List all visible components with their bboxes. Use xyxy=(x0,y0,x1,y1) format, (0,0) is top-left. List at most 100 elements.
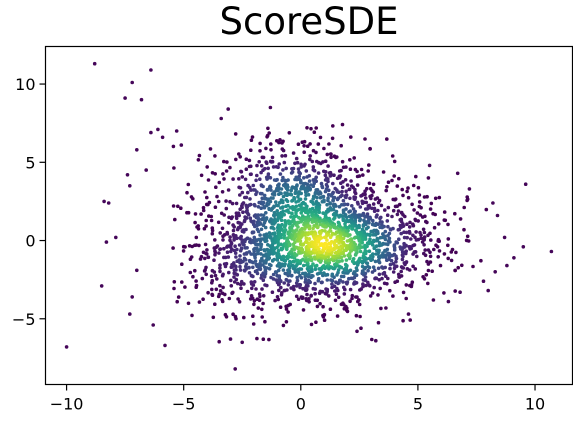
scatter-point xyxy=(308,154,313,158)
scatter-point xyxy=(333,289,337,293)
scatter-point xyxy=(252,219,256,224)
scatter-point xyxy=(171,204,176,208)
scatter-point xyxy=(227,296,232,301)
scatter-point xyxy=(249,172,253,176)
scatter-point xyxy=(231,177,235,181)
scatter-point xyxy=(229,284,234,288)
scatter-point xyxy=(210,292,214,297)
scatter-point xyxy=(218,269,222,274)
scatter-point xyxy=(329,208,334,212)
scatter-point xyxy=(256,205,261,209)
scatter-point xyxy=(251,183,256,188)
outlier-point xyxy=(491,201,495,205)
scatter-point xyxy=(299,165,304,169)
outlier-point xyxy=(467,187,472,191)
scatter-point xyxy=(191,197,195,201)
scatter-point xyxy=(280,154,284,158)
scatter-point xyxy=(224,206,229,211)
scatter-point xyxy=(226,221,231,225)
scatter-point xyxy=(273,298,277,303)
scatter-point xyxy=(479,258,483,263)
scatter-point xyxy=(354,295,358,299)
scatter-point xyxy=(380,276,384,281)
scatter-point xyxy=(237,152,241,156)
scatter-point xyxy=(287,210,291,215)
scatter-point xyxy=(438,263,443,268)
scatter-point xyxy=(236,297,240,301)
scatter-point xyxy=(324,287,328,291)
scatter-point xyxy=(371,182,376,187)
scatter-point xyxy=(352,236,357,240)
scatter-point xyxy=(323,225,327,229)
scatter-point xyxy=(214,185,218,189)
scatter-point xyxy=(180,280,184,284)
scatter-point xyxy=(240,205,244,210)
scatter-point xyxy=(336,268,341,272)
scatter-point xyxy=(353,280,357,284)
scatter-point xyxy=(213,252,217,257)
scatter-point xyxy=(373,276,378,280)
scatter-point xyxy=(186,182,191,187)
scatter-point xyxy=(255,190,259,194)
scatter-point xyxy=(278,305,283,310)
scatter-point xyxy=(332,217,336,221)
scatter-point xyxy=(379,306,383,311)
scatter-point xyxy=(232,261,236,265)
scatter-point xyxy=(337,215,341,219)
scatter-point xyxy=(408,283,412,288)
scatter-point xyxy=(328,202,333,206)
scatter-point xyxy=(238,186,243,190)
scatter-point xyxy=(363,196,368,200)
scatter-point xyxy=(210,287,214,292)
scatter-point xyxy=(252,280,257,284)
scatter-point xyxy=(375,248,379,253)
outlier-point xyxy=(505,263,509,268)
scatter-point xyxy=(250,286,254,291)
scatter-point xyxy=(371,233,376,237)
scatter-point xyxy=(404,296,409,301)
scatter-point xyxy=(401,290,406,295)
scatter-point xyxy=(214,287,219,292)
scatter-point xyxy=(297,174,302,178)
scatter-point xyxy=(256,229,261,234)
scatter-point xyxy=(348,196,352,201)
scatter-point xyxy=(238,268,243,272)
scatter-point xyxy=(371,190,376,194)
scatter-point xyxy=(349,135,353,139)
scatter-point xyxy=(392,244,397,248)
scatter-point xyxy=(238,254,242,258)
scatter-point xyxy=(361,282,365,286)
scatter-point xyxy=(313,298,318,303)
scatter-point xyxy=(258,141,262,146)
scatter-point xyxy=(248,216,253,220)
scatter-point xyxy=(395,212,400,217)
scatter-point xyxy=(408,220,412,225)
scatter-point xyxy=(446,222,450,227)
scatter-point xyxy=(392,159,397,164)
scatter-point xyxy=(357,302,362,307)
scatter-point xyxy=(402,241,406,246)
scatter-point xyxy=(229,278,233,283)
scatter-point xyxy=(267,256,272,260)
scatter-point xyxy=(354,266,359,270)
scatter-point xyxy=(205,165,209,169)
scatter-point xyxy=(377,272,382,277)
scatter-point xyxy=(328,225,333,230)
scatter-point xyxy=(241,201,246,205)
scatter-point xyxy=(265,161,269,165)
scatter-point xyxy=(265,188,270,192)
scatter-point xyxy=(286,203,290,208)
scatter-point xyxy=(381,232,385,237)
scatter-point xyxy=(294,200,298,204)
scatter-point xyxy=(311,197,316,201)
scatter-point xyxy=(303,197,308,201)
outlier-point xyxy=(458,290,462,295)
outlier-point xyxy=(219,116,223,121)
scatter-point xyxy=(342,285,346,290)
scatter-point xyxy=(176,204,180,209)
scatter-point xyxy=(290,199,294,203)
scatter-point xyxy=(410,280,415,285)
scatter-point xyxy=(379,203,384,208)
scatter-point xyxy=(341,165,346,170)
scatter-point xyxy=(310,273,314,278)
